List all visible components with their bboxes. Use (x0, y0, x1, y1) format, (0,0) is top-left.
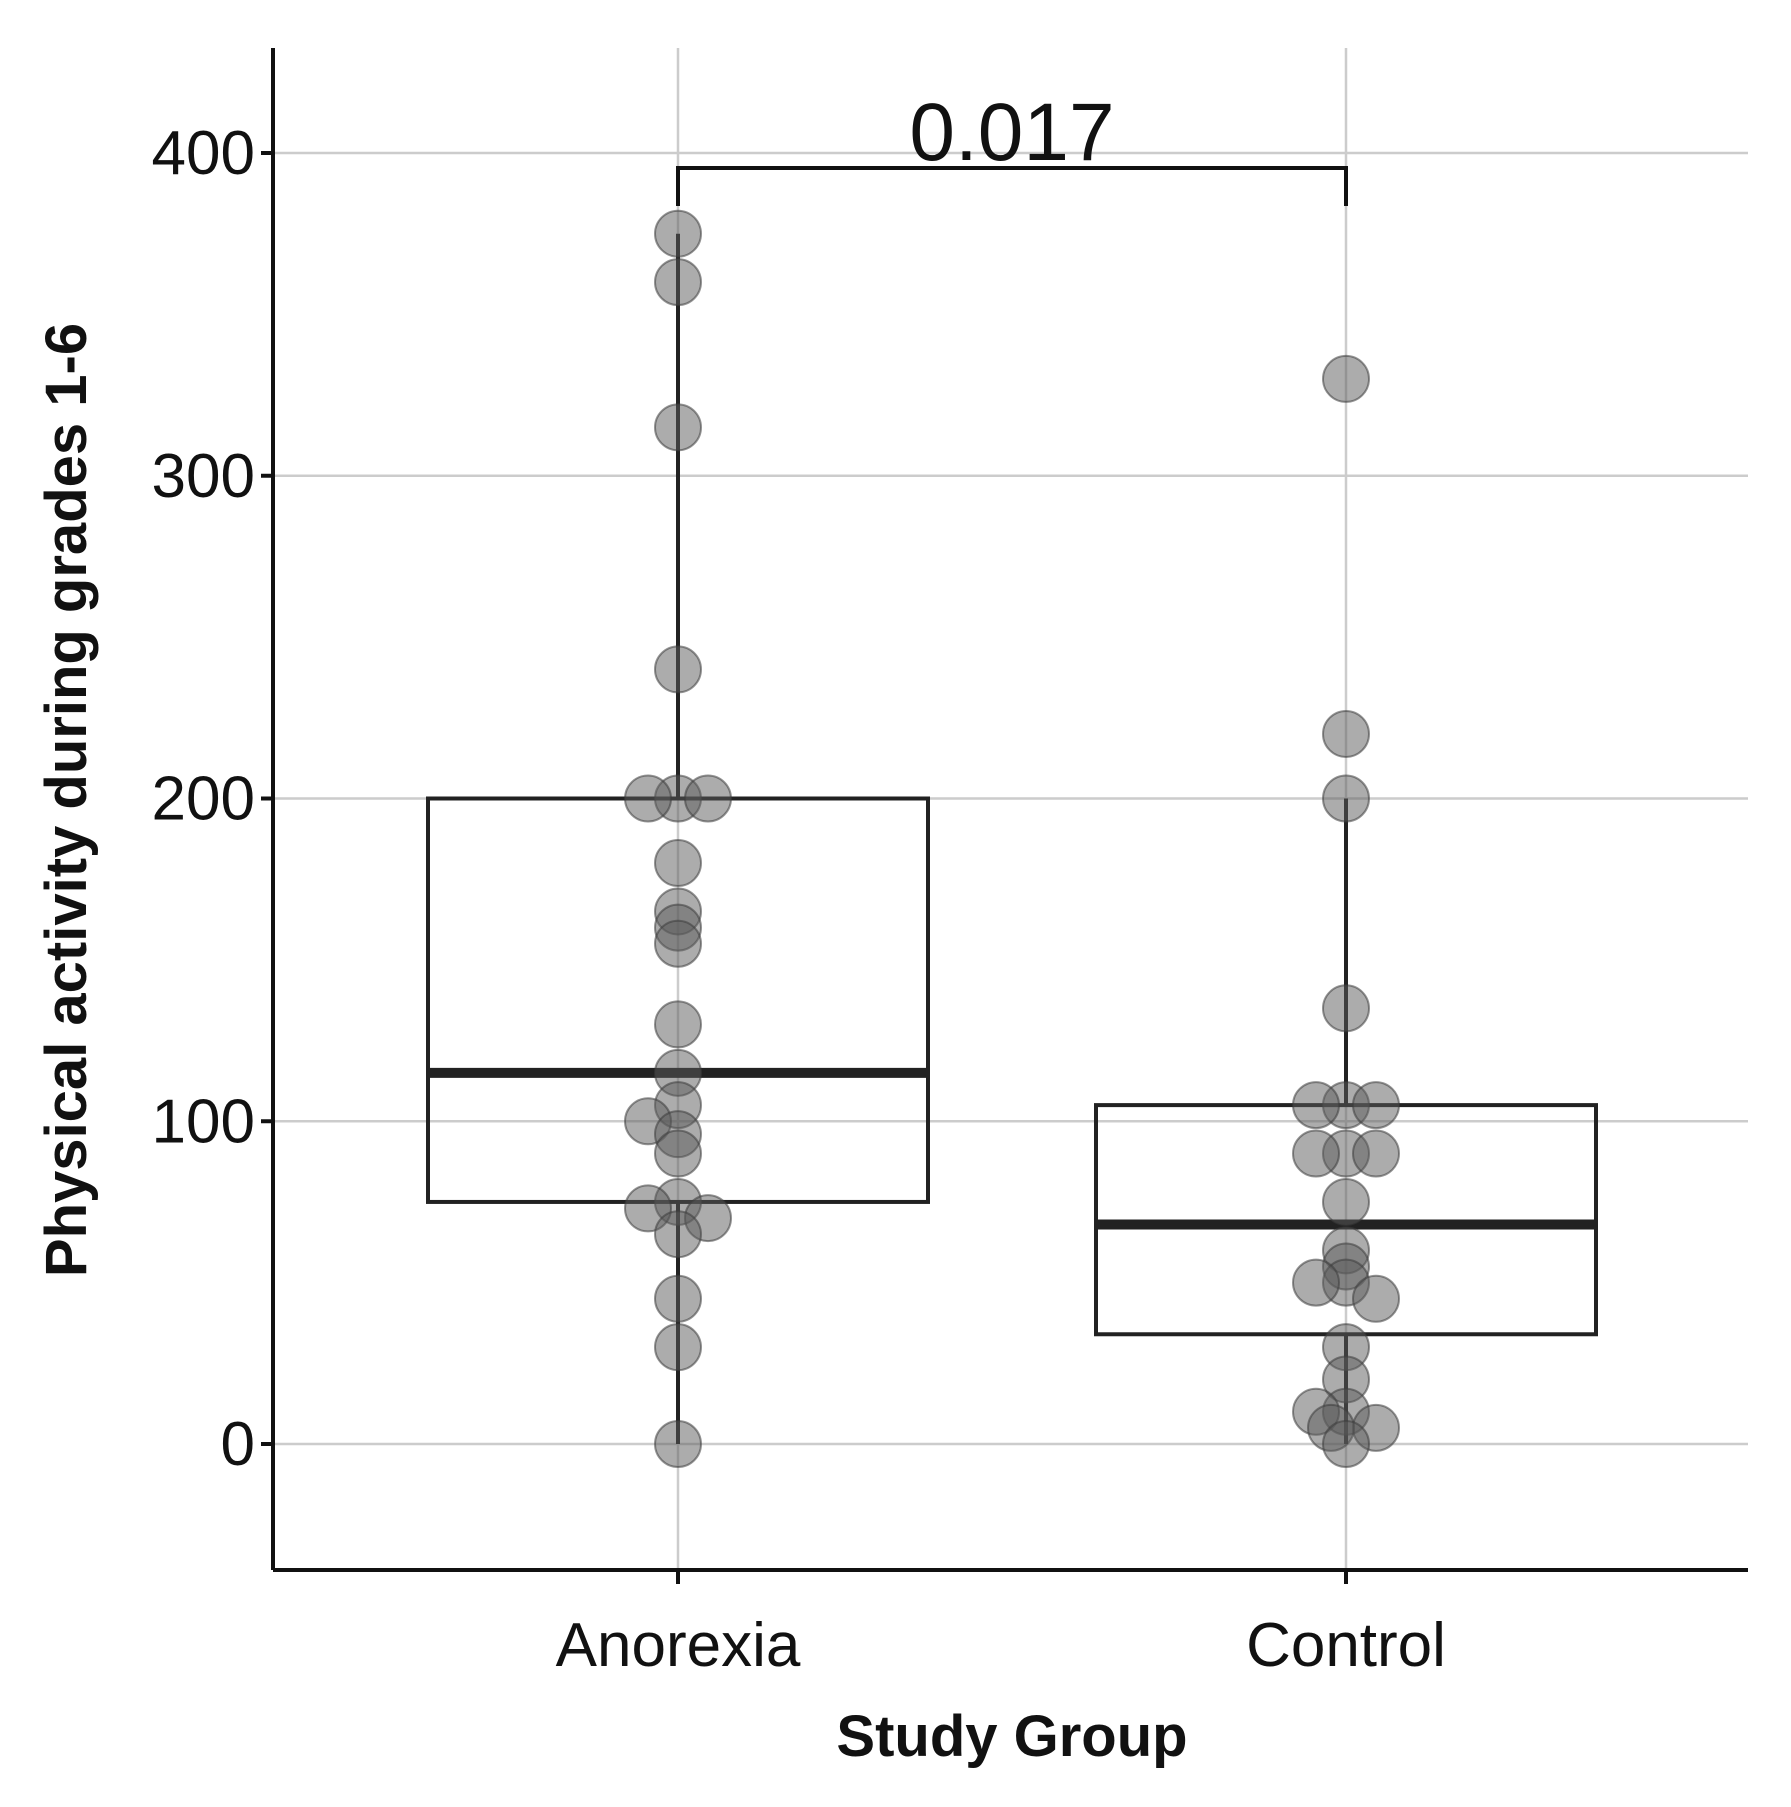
axis-layer: 0 100 200 300 400 Anorexia Control (152, 48, 1748, 1680)
data-point-control-6 (1352, 1081, 1400, 1130)
data-point-anorexia-2 (654, 403, 702, 452)
x-tick-label-anorexia: Anorexia (556, 1611, 801, 1680)
data-point-anorexia-1 (654, 258, 702, 307)
y-tick-label-200: 200 (152, 765, 255, 834)
p-value-annotation: 0.017 (909, 87, 1114, 178)
data-point-anorexia-22 (654, 1323, 702, 1372)
data-point-anorexia-20 (654, 1210, 702, 1259)
data-point-control-10 (1322, 1177, 1370, 1226)
data-point-anorexia-5 (624, 774, 672, 823)
data-point-control-9 (1352, 1129, 1400, 1178)
data-point-anorexia-16 (654, 1129, 702, 1178)
annotation-layer: 0.017 (676, 87, 1348, 206)
data-point-control-1 (1322, 709, 1370, 758)
y-tick-label-0: 0 (221, 1410, 255, 1479)
data-point-control-8 (1292, 1129, 1340, 1178)
data-point-anorexia-21 (654, 1274, 702, 1323)
data-point-anorexia-23 (654, 1420, 702, 1468)
data-point-control-5 (1292, 1081, 1340, 1130)
y-axis-title: Physical activity during grades 1-6 (34, 323, 99, 1277)
data-point-control-0 (1322, 354, 1370, 403)
y-tick-label-100: 100 (152, 1087, 255, 1156)
x-tick-label-control: Control (1246, 1611, 1446, 1680)
data-point-control-3 (1322, 984, 1370, 1033)
data-point-control-2 (1322, 774, 1370, 823)
grid-layer (273, 48, 1748, 1570)
data-point-anorexia-7 (654, 839, 702, 888)
data-point-anorexia-11 (654, 1000, 702, 1049)
y-tick-label-400: 400 (152, 119, 255, 188)
data-point-anorexia-6 (684, 774, 732, 823)
data-point-anorexia-3 (654, 645, 702, 694)
x-axis-title: Study Group (836, 1704, 1187, 1769)
data-point-anorexia-10 (654, 919, 702, 968)
data-point-control-15 (1352, 1274, 1400, 1323)
y-tick-label-300: 300 (152, 442, 255, 511)
data-point-control-22 (1322, 1420, 1370, 1468)
box-layer (426, 233, 1598, 1444)
data-point-control-14 (1292, 1258, 1340, 1307)
significance-bracket (676, 166, 1348, 206)
point-layer (624, 209, 1400, 1468)
data-point-anorexia-0 (654, 209, 702, 258)
